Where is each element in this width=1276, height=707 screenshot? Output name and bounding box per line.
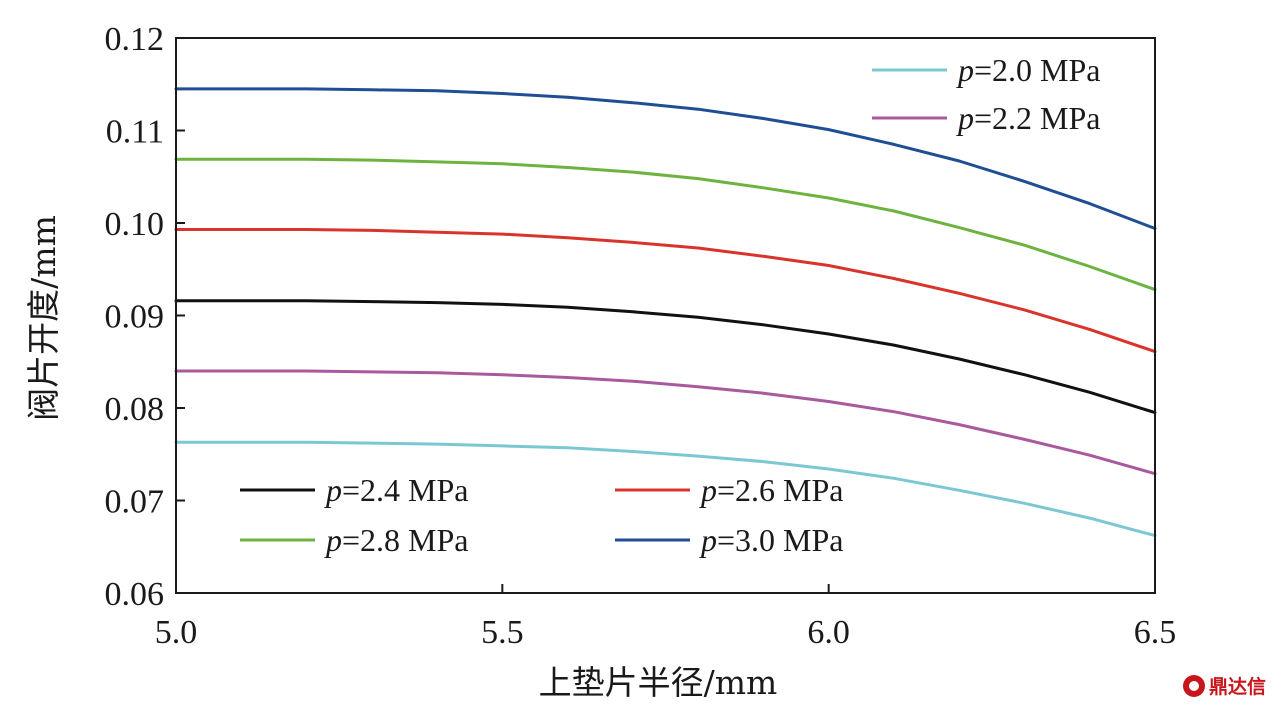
y-tick-label: 0.08 <box>105 391 165 428</box>
series-layer <box>174 87 1157 538</box>
watermark-text: 鼎达信 <box>1208 676 1266 698</box>
legend-label-rest: =2.6 MPa <box>717 472 844 508</box>
x-tick-label: 6.0 <box>807 614 850 651</box>
legend-label-rest: =3.0 MPa <box>717 522 844 558</box>
watermark: 鼎达信 <box>1182 672 1266 699</box>
legend-label-rest: =2.8 MPa <box>342 522 469 558</box>
legend-label-rest: =2.4 MPa <box>342 472 469 508</box>
legend-label-var: p <box>956 52 974 88</box>
y-tick-label: 0.10 <box>105 206 165 243</box>
legend-label-var: p <box>699 522 717 558</box>
x-tick-label: 5.5 <box>481 614 524 651</box>
legend-label-var: p <box>956 100 974 136</box>
y-axis-title: 阀片开度/mm <box>24 215 63 421</box>
x-tick-label: 5.0 <box>155 614 198 651</box>
series-line-3 <box>174 299 1157 415</box>
series-line-2 <box>174 369 1157 476</box>
legend-label: p=3.0 MPa <box>699 522 844 558</box>
series-line-4 <box>174 228 1157 354</box>
legend-label: p=2.8 MPa <box>324 522 469 558</box>
y-tick-label: 0.07 <box>105 484 165 521</box>
y-tick-label: 0.06 <box>105 576 165 613</box>
watermark-logo-icon <box>1182 674 1205 697</box>
legend-label: p=2.2 MPa <box>956 100 1101 136</box>
legend-label: p=2.4 MPa <box>324 472 469 508</box>
legend-label-rest: =2.2 MPa <box>974 100 1101 136</box>
x-axis-title: 上垫片半径/mm <box>539 663 778 702</box>
y-tick-label: 0.09 <box>105 299 165 336</box>
y-tick-label: 0.12 <box>105 21 165 58</box>
tick-layer: 5.0 5.5 6.0 6.5 0.06 0.07 0.08 0.09 0.10 0.11 0.12 <box>105 21 1177 651</box>
legend-label: p=2.6 MPa <box>699 472 844 508</box>
series-line-1 <box>174 440 1157 538</box>
legend-label: p=2.0 MPa <box>956 52 1101 88</box>
legend-label-var: p <box>324 472 342 508</box>
legend-label-var: p <box>699 472 717 508</box>
series-line-5 <box>174 157 1157 292</box>
series-line-6 <box>174 87 1157 230</box>
y-tick-label: 0.11 <box>106 114 164 151</box>
legend-label-rest: =2.0 MPa <box>974 52 1101 88</box>
legend-label-var: p <box>324 522 342 558</box>
x-tick-label: 6.5 <box>1134 614 1177 651</box>
